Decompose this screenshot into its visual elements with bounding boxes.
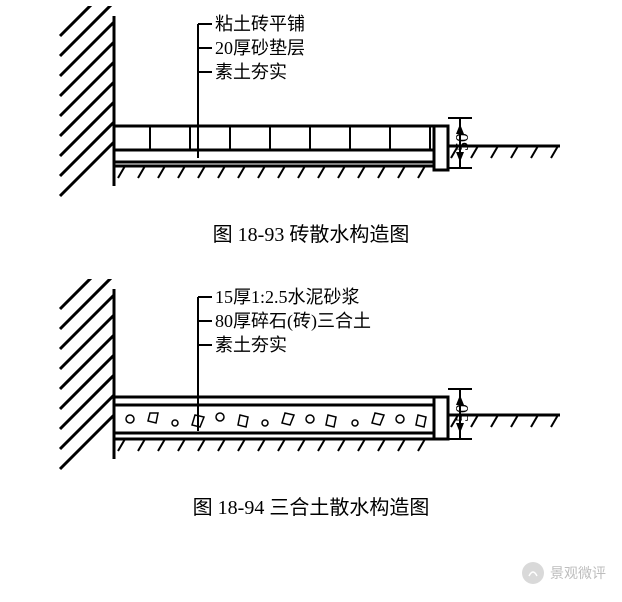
brick-slab [114, 126, 448, 150]
label-1: 15厚1:2.5水泥砂浆 [215, 287, 360, 307]
label-3: 素土夯实 [215, 62, 287, 82]
edge-downturn [434, 126, 448, 170]
sand-bed [114, 150, 434, 162]
label-2: 20厚砂垫层 [215, 38, 305, 58]
figure-2: 15厚1:2.5水泥砂浆 80厚碎石(砖)三合土 素土夯实 50 图 18-94… [0, 279, 622, 520]
dimension-50-text: 50 [452, 133, 472, 151]
figure-1-caption: 图 18-93 砖散水构造图 [0, 218, 622, 247]
wall-hatch [60, 279, 114, 469]
figure-1-svg: 粘土砖平铺 20厚砂垫层 素土夯实 50 [0, 6, 622, 206]
watermark-icon [522, 562, 544, 584]
rubble-bed [114, 405, 448, 433]
dimension-50-text: 50 [452, 404, 472, 422]
figure-2-svg: 15厚1:2.5水泥砂浆 80厚碎石(砖)三合土 素土夯实 50 [0, 279, 622, 479]
ground-hatch [118, 439, 425, 451]
label-3: 素土夯实 [215, 335, 287, 355]
watermark-text: 景观微评 [550, 563, 606, 583]
label-1: 粘土砖平铺 [215, 14, 305, 34]
wall-hatch [60, 6, 114, 196]
ground-hatch [118, 166, 425, 178]
figure-1: 粘土砖平铺 20厚砂垫层 素土夯实 50 图 18-93 砖散水构造图 [0, 6, 622, 247]
watermark: 景观微评 [522, 562, 606, 584]
figure-2-caption: 图 18-94 三合土散水构造图 [0, 491, 622, 520]
edge-downturn [434, 397, 448, 439]
figure-2-drawing: 15厚1:2.5水泥砂浆 80厚碎石(砖)三合土 素土夯实 50 [0, 279, 622, 479]
figure-1-drawing: 粘土砖平铺 20厚砂垫层 素土夯实 50 [0, 6, 622, 206]
label-2: 80厚碎石(砖)三合土 [215, 311, 371, 332]
